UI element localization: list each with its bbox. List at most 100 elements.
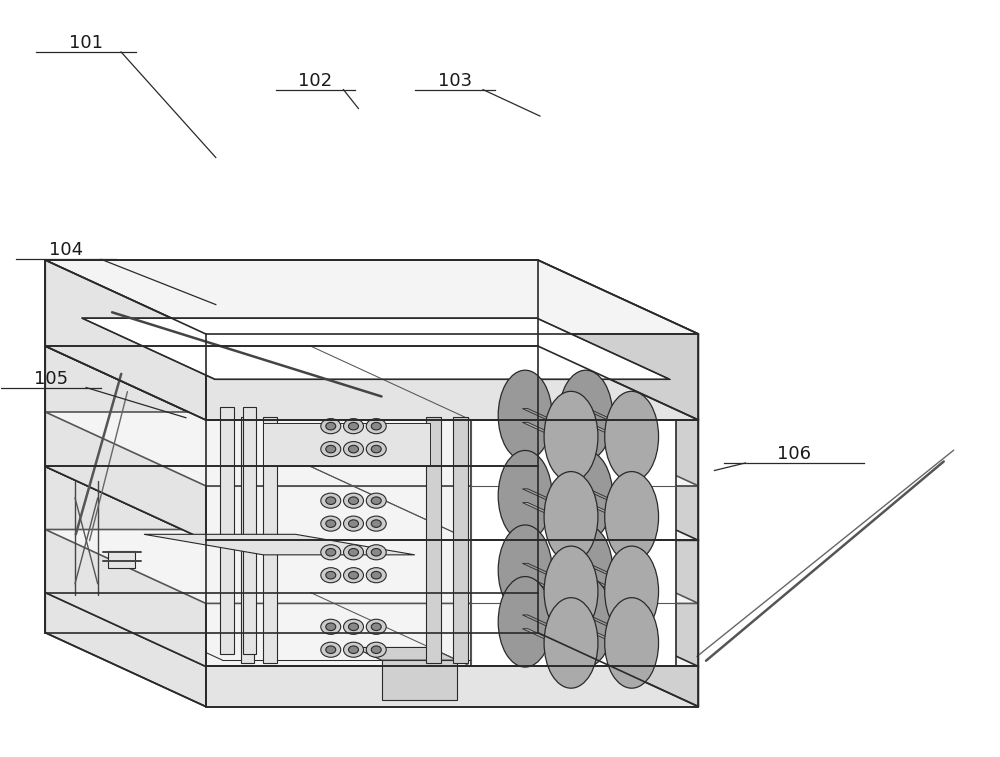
Polygon shape	[45, 466, 206, 666]
Polygon shape	[263, 423, 430, 466]
Polygon shape	[522, 615, 574, 636]
Polygon shape	[241, 417, 254, 663]
Circle shape	[349, 549, 358, 556]
Ellipse shape	[498, 450, 552, 541]
Polygon shape	[108, 550, 135, 568]
Circle shape	[344, 545, 363, 560]
Polygon shape	[45, 346, 698, 420]
Circle shape	[344, 441, 363, 456]
Polygon shape	[243, 407, 256, 654]
Text: 104: 104	[49, 241, 83, 260]
Circle shape	[349, 572, 358, 579]
Polygon shape	[206, 334, 698, 420]
Polygon shape	[45, 466, 698, 540]
Circle shape	[371, 623, 381, 631]
Circle shape	[344, 493, 363, 508]
Polygon shape	[453, 417, 468, 663]
Polygon shape	[263, 417, 277, 663]
Ellipse shape	[498, 370, 552, 461]
Circle shape	[344, 619, 363, 634]
Circle shape	[321, 516, 341, 531]
Polygon shape	[45, 346, 538, 466]
Polygon shape	[471, 420, 676, 540]
Circle shape	[344, 516, 363, 531]
Ellipse shape	[559, 370, 613, 461]
Polygon shape	[206, 666, 698, 706]
Circle shape	[366, 568, 386, 583]
Polygon shape	[82, 318, 670, 379]
Circle shape	[321, 419, 341, 434]
Ellipse shape	[605, 472, 659, 562]
Text: 103: 103	[438, 72, 472, 89]
Polygon shape	[522, 422, 574, 444]
Circle shape	[349, 497, 358, 504]
Polygon shape	[522, 409, 574, 430]
Polygon shape	[583, 563, 634, 584]
Ellipse shape	[559, 577, 613, 667]
Polygon shape	[522, 577, 574, 598]
Circle shape	[326, 572, 336, 579]
Circle shape	[321, 619, 341, 634]
Circle shape	[321, 568, 341, 583]
Circle shape	[371, 520, 381, 528]
Polygon shape	[471, 540, 676, 666]
Ellipse shape	[498, 525, 552, 615]
Circle shape	[326, 422, 336, 430]
Text: 102: 102	[298, 72, 333, 89]
Polygon shape	[45, 466, 538, 593]
Polygon shape	[426, 417, 441, 663]
Polygon shape	[45, 260, 538, 346]
Circle shape	[366, 642, 386, 657]
Ellipse shape	[605, 391, 659, 481]
Circle shape	[371, 646, 381, 653]
Circle shape	[366, 545, 386, 560]
Circle shape	[326, 497, 336, 504]
Polygon shape	[382, 660, 457, 700]
Polygon shape	[45, 412, 698, 486]
Text: 101: 101	[69, 34, 103, 52]
Polygon shape	[45, 260, 698, 334]
Polygon shape	[206, 540, 698, 666]
Circle shape	[326, 445, 336, 453]
Circle shape	[349, 623, 358, 631]
Circle shape	[326, 549, 336, 556]
Polygon shape	[354, 647, 457, 660]
Circle shape	[371, 497, 381, 504]
Circle shape	[349, 646, 358, 653]
Ellipse shape	[498, 577, 552, 667]
Polygon shape	[583, 577, 634, 598]
Polygon shape	[45, 593, 538, 633]
Circle shape	[321, 642, 341, 657]
Circle shape	[371, 549, 381, 556]
Circle shape	[326, 646, 336, 653]
Circle shape	[349, 422, 358, 430]
Polygon shape	[144, 534, 415, 555]
Polygon shape	[583, 503, 634, 524]
Polygon shape	[45, 346, 206, 540]
Circle shape	[326, 520, 336, 528]
Ellipse shape	[605, 598, 659, 688]
Polygon shape	[583, 629, 634, 650]
Polygon shape	[583, 489, 634, 510]
Ellipse shape	[544, 598, 598, 688]
Polygon shape	[522, 629, 574, 650]
Polygon shape	[538, 346, 698, 540]
Circle shape	[366, 619, 386, 634]
Ellipse shape	[559, 450, 613, 541]
Circle shape	[366, 516, 386, 531]
Circle shape	[366, 419, 386, 434]
Polygon shape	[45, 260, 206, 420]
Circle shape	[326, 623, 336, 631]
Ellipse shape	[544, 546, 598, 637]
Circle shape	[371, 572, 381, 579]
Ellipse shape	[605, 546, 659, 637]
Polygon shape	[522, 489, 574, 510]
Circle shape	[366, 441, 386, 456]
Circle shape	[344, 568, 363, 583]
Circle shape	[321, 493, 341, 508]
Polygon shape	[583, 615, 634, 636]
Ellipse shape	[559, 525, 613, 615]
Polygon shape	[583, 409, 634, 430]
Polygon shape	[220, 407, 234, 654]
Circle shape	[321, 545, 341, 560]
